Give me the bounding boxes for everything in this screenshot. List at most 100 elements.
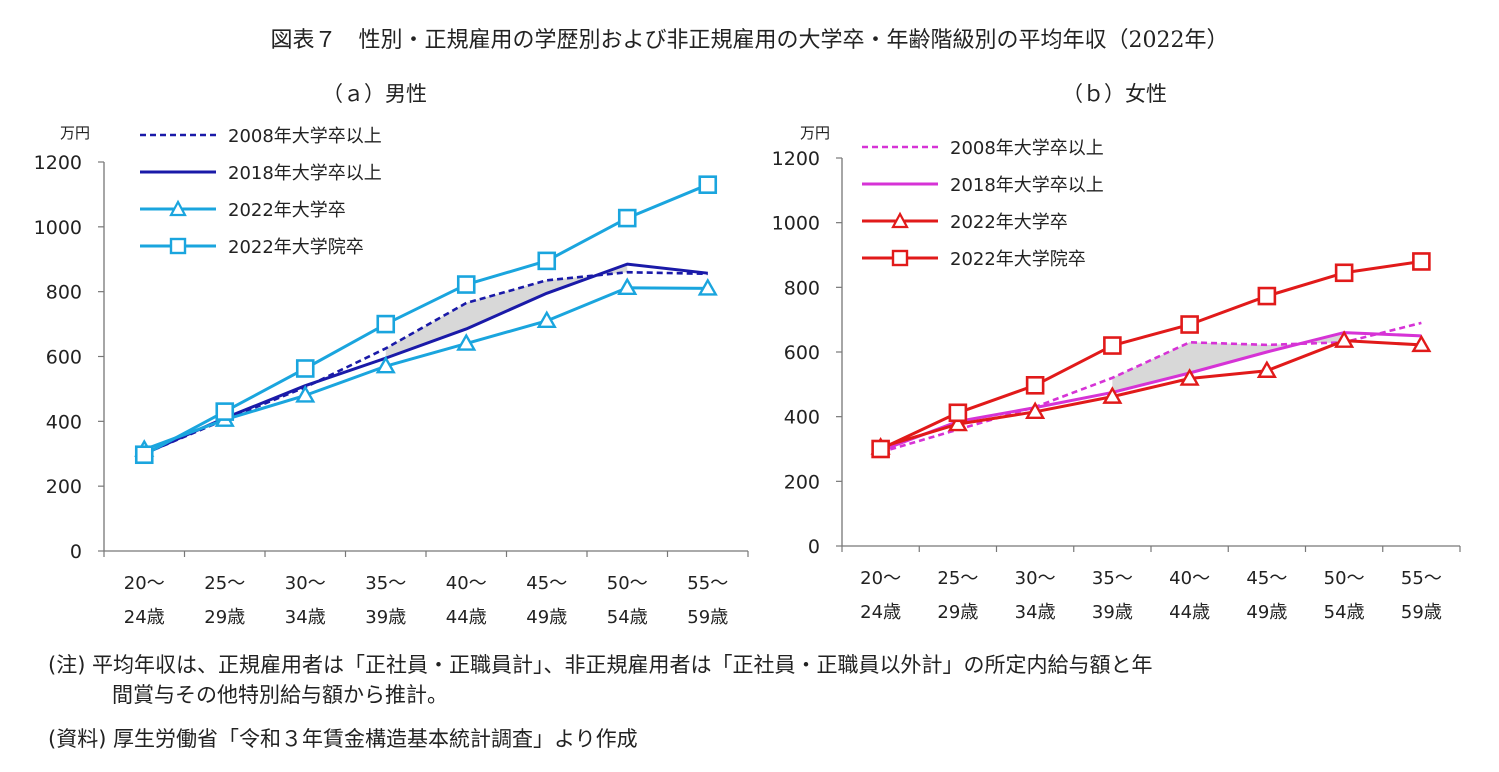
data-point-triangle	[1256, 360, 1277, 378]
x-tick-label: 39歳	[1092, 602, 1133, 623]
y-tick-label: 1000	[772, 213, 820, 235]
x-tick-label: 30～	[1015, 568, 1056, 589]
y-tick-label: 200	[784, 471, 820, 493]
legend-label: 2022年大学卒	[950, 212, 1068, 233]
x-tick-label: 20～	[124, 573, 165, 594]
x-tick-label: 29歳	[937, 602, 978, 623]
y-tick-label: 1000	[34, 217, 82, 239]
data-point-square	[295, 359, 315, 378]
x-tick-label: 30～	[285, 573, 326, 594]
y-tick-label: 1200	[772, 148, 820, 170]
x-tick-label: 35～	[365, 573, 406, 594]
legend-label: 2018年大学卒以上	[950, 175, 1104, 196]
x-tick-label: 59歳	[687, 607, 728, 628]
legend-label: 2008年大学卒以上	[950, 138, 1104, 159]
source-line: (資料) 厚生労働省「令和３年賃金構造基本統計調査」より作成	[48, 727, 638, 751]
y-tick-label: 400	[46, 411, 82, 433]
series-line-2	[143, 286, 708, 451]
chart-panel-0: 0 200 400 600 800 1000 1200 万円 20～ 24歳 25～ 29歳 30～ 34…	[34, 124, 749, 628]
x-tick-label: 40～	[446, 573, 487, 594]
x-tick-label: 44歳	[446, 607, 487, 628]
legend-marker-triangle	[891, 211, 909, 229]
data-point-triangle	[375, 355, 396, 374]
x-tick-label: 34歳	[285, 607, 326, 628]
data-point-square	[537, 251, 557, 271]
y-unit-label: 万円	[800, 124, 830, 142]
x-tick-label: 25～	[937, 568, 978, 589]
series-line-1	[880, 331, 1422, 453]
note-line-2: 間賞与その他特別給与額から推計。	[112, 683, 448, 707]
y-tick-label: 400	[784, 407, 820, 429]
data-point-triangle	[295, 384, 316, 403]
legend-label: 2022年大学院卒	[228, 237, 364, 258]
legend-label: 2022年大学院卒	[950, 249, 1086, 270]
series-line-1	[143, 262, 708, 456]
x-tick-label: 34歳	[1015, 602, 1056, 623]
data-point-square	[1025, 376, 1045, 395]
page-title: 図表７ 性別・正規雇用の学歴別および非正規雇用の大学卒・年齢階級別の平均年収（2…	[270, 28, 1229, 53]
data-point-triangle	[1025, 401, 1046, 420]
legend-marker-square	[891, 249, 909, 267]
y-tick-label: 200	[46, 476, 82, 498]
x-tick-label: 20～	[860, 568, 901, 589]
x-tick-label: 55～	[687, 573, 728, 594]
x-tick-label: 24歳	[860, 602, 901, 623]
series-line-3	[143, 183, 709, 457]
data-point-triangle	[947, 413, 968, 432]
y-tick-label: 600	[784, 342, 820, 364]
legend-marker-triangle	[169, 199, 187, 217]
data-point-square	[871, 439, 890, 459]
data-point-triangle	[1102, 386, 1123, 404]
data-point-square	[617, 208, 637, 228]
legend-label: 2008年大学卒以上	[228, 126, 382, 147]
data-point-square	[376, 314, 396, 334]
legend-label: 2022年大学卒	[228, 200, 346, 221]
y-tick-label: 0	[808, 536, 820, 558]
x-tick-label: 50～	[607, 573, 648, 594]
chart-panel-1: 0 200 400 600 800 1000 1200 万円 20～ 24歳 25～ 29歳 30～ 34…	[772, 124, 1461, 623]
x-tick-label: 55～	[1401, 568, 1442, 589]
y-unit-label: 万円	[60, 124, 90, 142]
x-tick-label: 45～	[526, 573, 567, 594]
x-tick-label: 40～	[1169, 568, 1210, 589]
x-tick-label: 45～	[1246, 568, 1287, 589]
data-point-triangle	[536, 310, 557, 329]
data-point-triangle	[697, 278, 718, 296]
x-tick-label: 59歳	[1401, 602, 1442, 623]
y-tick-label: 800	[46, 282, 82, 304]
y-tick-label: 0	[70, 541, 82, 563]
x-tick-label: 49歳	[526, 607, 567, 628]
panel-title-female: （ｂ）女性	[1062, 82, 1167, 106]
series-line-0	[880, 321, 1422, 454]
series-line-3	[879, 259, 1422, 451]
data-point-square	[1334, 263, 1354, 283]
x-tick-label: 54歳	[607, 607, 648, 628]
x-tick-label: 25～	[204, 573, 245, 594]
data-point-triangle	[1411, 334, 1432, 353]
y-tick-label: 800	[784, 277, 820, 299]
x-tick-label: 35～	[1092, 568, 1133, 589]
data-point-square	[215, 402, 235, 421]
data-point-square	[948, 403, 968, 423]
x-tick-label: 29歳	[204, 607, 245, 628]
data-point-triangle	[1334, 330, 1355, 348]
x-tick-label: 24歳	[124, 607, 165, 628]
x-tick-label: 49歳	[1246, 602, 1287, 623]
data-point-triangle	[456, 333, 477, 351]
legend-marker-square	[169, 237, 187, 255]
data-point-square	[456, 275, 476, 294]
legend-label: 2018年大学卒以上	[228, 163, 382, 184]
note-line-1: (注) 平均年収は、正規雇用者は「正社員・正職員計」、非正規雇用者は「正社員・正…	[48, 653, 1153, 677]
x-tick-label: 50～	[1324, 568, 1365, 589]
data-point-square	[698, 175, 718, 194]
data-point-square	[1257, 286, 1277, 306]
panel-title-male: （ａ）男性	[322, 82, 427, 106]
data-point-square	[1412, 252, 1431, 271]
data-point-triangle	[617, 277, 638, 295]
y-tick-label: 600	[46, 347, 82, 369]
x-tick-label: 54歳	[1324, 602, 1365, 623]
x-tick-label: 44歳	[1169, 602, 1210, 623]
x-tick-label: 39歳	[365, 607, 406, 628]
data-point-square	[1103, 336, 1122, 355]
